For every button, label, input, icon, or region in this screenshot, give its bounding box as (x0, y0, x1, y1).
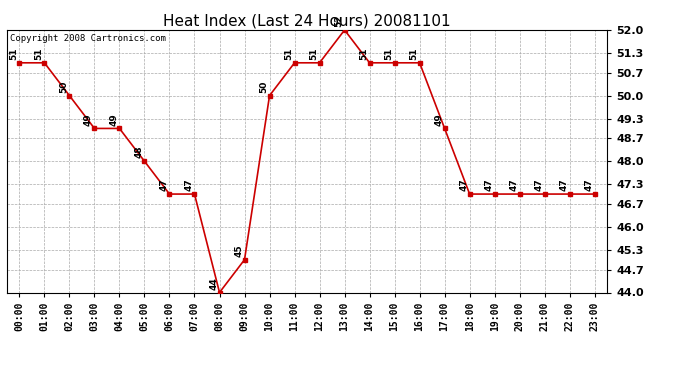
Text: 51: 51 (309, 48, 318, 60)
Text: Copyright 2008 Cartronics.com: Copyright 2008 Cartronics.com (10, 34, 166, 43)
Text: 49: 49 (434, 113, 443, 126)
Text: 50: 50 (59, 81, 68, 93)
Text: 51: 51 (9, 48, 18, 60)
Text: 48: 48 (134, 146, 143, 159)
Text: 51: 51 (284, 48, 293, 60)
Text: 47: 47 (460, 178, 469, 191)
Text: 51: 51 (384, 48, 393, 60)
Text: 52: 52 (334, 15, 343, 27)
Text: 47: 47 (484, 178, 493, 191)
Text: 45: 45 (234, 244, 243, 257)
Text: 47: 47 (184, 178, 193, 191)
Text: 51: 51 (409, 48, 418, 60)
Text: 47: 47 (534, 178, 543, 191)
Text: 44: 44 (209, 277, 218, 290)
Text: 50: 50 (259, 81, 268, 93)
Text: 47: 47 (159, 178, 168, 191)
Text: 47: 47 (560, 178, 569, 191)
Text: 47: 47 (584, 178, 593, 191)
Text: 51: 51 (359, 48, 368, 60)
Title: Heat Index (Last 24 Hours) 20081101: Heat Index (Last 24 Hours) 20081101 (164, 14, 451, 29)
Text: 49: 49 (84, 113, 93, 126)
Text: 51: 51 (34, 48, 43, 60)
Text: 49: 49 (109, 113, 118, 126)
Text: 47: 47 (509, 178, 518, 191)
